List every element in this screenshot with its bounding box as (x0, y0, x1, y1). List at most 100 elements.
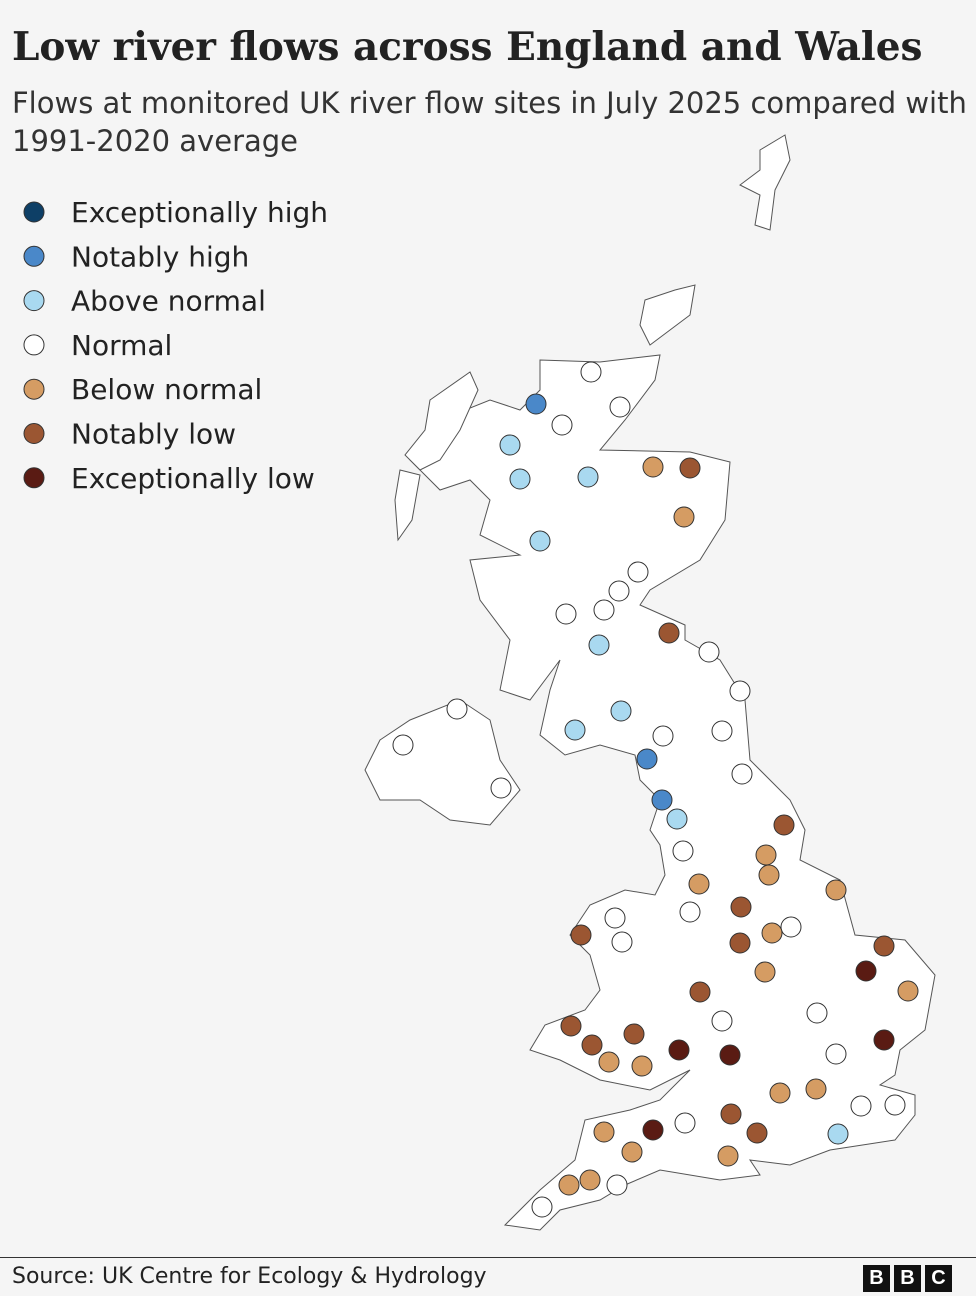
legend-label: Notably low (71, 418, 236, 451)
western-isles (394, 371, 479, 542)
river-site (608, 580, 630, 602)
legend-label: Below normal (71, 373, 262, 406)
river-site (392, 734, 414, 756)
river-site (642, 456, 664, 478)
river-sites (392, 361, 919, 1218)
river-site (729, 680, 751, 702)
river-site (658, 622, 680, 644)
river-site (525, 393, 547, 415)
river-site (606, 1174, 628, 1196)
river-site (499, 434, 521, 456)
river-site (621, 1141, 643, 1163)
river-site (746, 1122, 768, 1144)
river-site (577, 466, 599, 488)
river-site (761, 922, 783, 944)
river-site (581, 1034, 603, 1056)
subtitle: Flows at monitored UK river flow sites i… (12, 86, 967, 158)
land (364, 134, 936, 1231)
river-site (593, 599, 615, 621)
river-site (806, 1002, 828, 1024)
legend-swatch (23, 245, 45, 267)
river-site (711, 720, 733, 742)
river-site (560, 1015, 582, 1037)
logo-letter: C (925, 1265, 952, 1292)
river-site (720, 1103, 742, 1125)
river-site (555, 603, 577, 625)
title: Low river flows across England and Wales (12, 24, 923, 70)
great-britain (409, 354, 936, 1231)
source: Source: UK Centre for Ecology & Hydrolog… (12, 1264, 487, 1289)
river-site (668, 1039, 690, 1061)
river-site (609, 396, 631, 418)
river-site (755, 844, 777, 866)
river-site (446, 698, 468, 720)
river-site (827, 1123, 849, 1145)
river-site (564, 719, 586, 741)
river-site (873, 935, 895, 957)
river-site (780, 916, 802, 938)
river-site (580, 361, 602, 383)
river-site (642, 1119, 664, 1141)
river-site (758, 864, 780, 886)
river-site (579, 1169, 601, 1191)
footer-rule (0, 1257, 976, 1258)
river-site (674, 1112, 696, 1134)
orkney (639, 284, 696, 346)
legend-label: Notably high (71, 240, 249, 273)
river-site (593, 1121, 615, 1143)
river-site (666, 808, 688, 830)
river-site (688, 873, 710, 895)
legend-swatch (23, 467, 45, 489)
river-site (711, 1010, 733, 1032)
river-site (754, 961, 776, 983)
river-site (672, 840, 694, 862)
river-site (825, 1043, 847, 1065)
legend-swatch (23, 334, 45, 356)
logo-letter: B (863, 1265, 890, 1292)
legend-label: Exceptionally low (71, 462, 315, 495)
river-site (490, 777, 512, 799)
river-site (636, 748, 658, 770)
river-site (611, 931, 633, 953)
river-site (509, 468, 531, 490)
river-site (769, 1082, 791, 1104)
river-site (729, 932, 751, 954)
river-site (673, 506, 695, 528)
river-site (631, 1055, 653, 1077)
river-site (855, 960, 877, 982)
map: Exceptionally high Notably high Above norm… (23, 134, 936, 1231)
river-site (698, 641, 720, 663)
river-site (604, 907, 626, 929)
river-site (719, 1044, 741, 1066)
river-site (623, 1023, 645, 1045)
river-site (773, 814, 795, 836)
northern-ireland (364, 699, 521, 826)
river-site (529, 530, 551, 552)
legend: Exceptionally high Notably high Above norm… (23, 196, 328, 495)
river-site (570, 924, 592, 946)
river-site (850, 1095, 872, 1117)
legend-label: Normal (71, 329, 172, 362)
river-site (610, 700, 632, 722)
river-site (531, 1196, 553, 1218)
river-site (897, 980, 919, 1002)
river-site (730, 896, 752, 918)
river-site (873, 1029, 895, 1051)
bbc-logo: B B C (863, 1265, 952, 1292)
river-site (598, 1051, 620, 1073)
river-site (652, 725, 674, 747)
river-site (689, 981, 711, 1003)
legend-label: Above normal (71, 285, 266, 318)
river-site (679, 457, 701, 479)
logo-letter: B (894, 1265, 921, 1292)
legend-swatch (23, 423, 45, 444)
river-site (679, 901, 701, 923)
shetland (739, 134, 791, 231)
river-site (627, 561, 649, 583)
river-site (884, 1094, 906, 1116)
legend-swatch (23, 378, 45, 400)
river-site (651, 789, 673, 811)
river-site (551, 414, 573, 436)
river-site (805, 1078, 827, 1100)
